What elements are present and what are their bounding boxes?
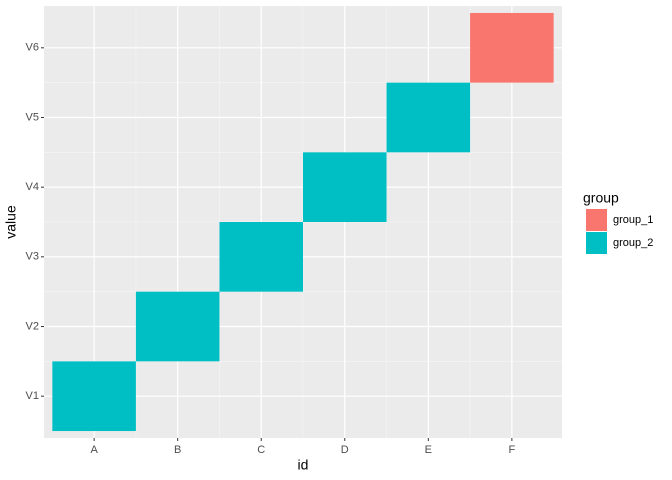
- tile: [303, 152, 387, 222]
- legend-title: group: [583, 190, 619, 206]
- y-tick-label: V3: [26, 251, 39, 263]
- x-tick-label: E: [425, 444, 432, 456]
- y-tick-label: V1: [26, 390, 39, 402]
- legend-key: [586, 232, 607, 254]
- x-tick-label: B: [174, 444, 181, 456]
- legend-key: [586, 209, 607, 231]
- tile: [386, 82, 471, 153]
- tile: [219, 222, 303, 292]
- x-axis-title: id: [298, 457, 309, 473]
- y-tick-label: V2: [26, 320, 39, 332]
- y-tick-label: V5: [26, 111, 39, 123]
- x-tick-label: C: [257, 444, 265, 456]
- tile: [135, 291, 220, 362]
- x-tick-label: F: [509, 444, 516, 456]
- tile: [52, 361, 136, 432]
- legend-label: group_1: [613, 214, 653, 226]
- x-tick-label: A: [90, 444, 98, 456]
- y-axis-title: value: [3, 205, 19, 239]
- x-tick-label: D: [341, 444, 349, 456]
- y-tick-label: V4: [26, 181, 39, 193]
- y-tick-label: V6: [26, 42, 39, 54]
- legend-label: group_2: [613, 237, 653, 249]
- tile: [470, 12, 554, 83]
